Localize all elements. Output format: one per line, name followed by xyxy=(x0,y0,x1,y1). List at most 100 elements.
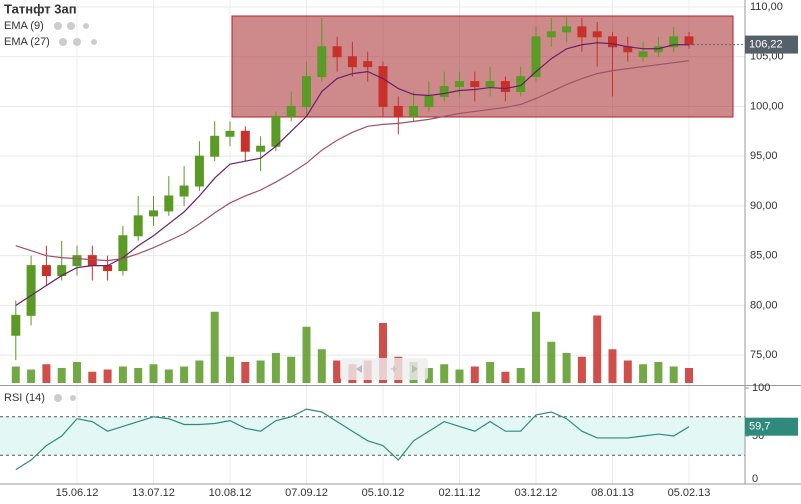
candle-body xyxy=(317,46,327,78)
volume-bar xyxy=(164,369,173,383)
volume-bar xyxy=(547,341,556,383)
highlight-box[interactable] xyxy=(231,15,734,118)
eye-icon[interactable] xyxy=(54,22,62,30)
x-tick-label: 03.12.12 xyxy=(515,487,558,499)
volume-bar xyxy=(180,366,189,383)
candle-body xyxy=(608,36,617,48)
pan-left[interactable] xyxy=(356,365,362,373)
volume-bar xyxy=(623,360,632,383)
volume-bar xyxy=(608,349,617,383)
chart-title: Татнфт 3ап xyxy=(4,1,77,16)
volume-bar xyxy=(42,364,51,383)
volume-bar xyxy=(516,368,525,383)
y-tick-label: 0 xyxy=(752,473,758,485)
y-tick-label: 100,00 xyxy=(750,100,784,112)
candle-body xyxy=(256,145,266,152)
labels-layer: 75,00 80,00 85,00 90,00 95,00 100,00 105,00 110… xyxy=(56,1,798,499)
legend-entry: EMA (27) xyxy=(4,36,50,48)
volume-bar xyxy=(134,368,143,383)
y-tick-label: 90,00 xyxy=(750,200,778,212)
x-tick-label: 13.07.12 xyxy=(132,487,175,499)
volume-bar xyxy=(302,326,311,383)
volume-bar xyxy=(88,371,97,383)
candle-body xyxy=(531,36,541,78)
volume-bar xyxy=(424,368,433,383)
close-icon[interactable] xyxy=(70,395,76,401)
candle-body xyxy=(592,31,602,38)
volume-bar xyxy=(577,356,586,383)
volume-bar xyxy=(669,366,678,383)
candle-body xyxy=(638,51,648,58)
volume-bar xyxy=(149,364,158,383)
volume-bar xyxy=(532,311,540,383)
volume-bar xyxy=(11,366,20,383)
volume-bar xyxy=(685,368,693,383)
volume-bar xyxy=(287,356,296,383)
close-icon[interactable] xyxy=(91,39,97,45)
volume-bar xyxy=(470,366,479,383)
x-tick-label: 10.08.12 xyxy=(209,487,252,499)
volume-bar xyxy=(639,364,648,383)
candle-body xyxy=(470,81,480,88)
candle-body xyxy=(347,56,357,68)
x-tick-label: 05.02.13 xyxy=(668,487,711,499)
gear-icon[interactable] xyxy=(73,38,81,46)
candle-body xyxy=(103,265,113,272)
candle-body xyxy=(41,265,51,277)
candle-body xyxy=(669,36,679,48)
candle-body xyxy=(164,195,174,212)
legend-entry: EMA (9) xyxy=(4,20,44,32)
volume-bar xyxy=(333,360,342,383)
lines-layer xyxy=(15,42,745,471)
volume-bar xyxy=(256,360,265,383)
volume-bar xyxy=(654,362,663,383)
volume-bar xyxy=(210,311,219,383)
candle-body xyxy=(409,105,419,117)
candle-body xyxy=(210,135,220,157)
candle-body xyxy=(286,105,296,117)
x-tick-label: 15.06.12 xyxy=(56,487,99,499)
volume-bar xyxy=(57,368,66,383)
candle-body xyxy=(26,265,36,316)
volume-bar xyxy=(317,349,326,383)
last-price-label: 106,22 xyxy=(749,38,783,50)
candle-body xyxy=(87,255,97,267)
candle-body xyxy=(179,185,189,197)
candle-body xyxy=(240,130,250,152)
y-tick-label: 80,00 xyxy=(750,299,778,311)
candle-body xyxy=(363,61,373,68)
candle-body xyxy=(546,31,556,38)
ema-line xyxy=(15,60,690,262)
y-tick-label: 95,00 xyxy=(750,150,778,162)
volume-bar xyxy=(241,362,250,383)
x-tick-label: 02.11.12 xyxy=(438,487,480,499)
eye-icon[interactable] xyxy=(54,394,62,402)
rsi-line xyxy=(15,408,690,471)
candle-body xyxy=(133,215,143,237)
rsi-layer xyxy=(0,416,745,456)
legend-icons[interactable] xyxy=(54,22,97,402)
candle-body xyxy=(11,314,21,336)
volume-bar xyxy=(455,369,464,383)
candle-body xyxy=(485,81,495,88)
candle-body xyxy=(562,26,572,33)
volume-bar xyxy=(226,356,234,383)
last-value-box xyxy=(745,417,798,436)
candle-body xyxy=(332,46,342,58)
gear-icon[interactable] xyxy=(67,22,75,30)
last-price-box xyxy=(745,35,798,54)
pan-controls[interactable] xyxy=(340,358,428,380)
pan-right[interactable] xyxy=(412,365,418,373)
pan-panel[interactable] xyxy=(340,358,428,380)
eye-icon[interactable] xyxy=(59,38,67,46)
y-tick-label: 110,00 xyxy=(750,1,783,13)
candle-body xyxy=(424,95,434,107)
zoom-in[interactable] xyxy=(391,366,397,372)
volume-bar xyxy=(562,353,571,383)
volume-bar xyxy=(27,369,36,383)
close-icon[interactable] xyxy=(83,23,89,29)
candle-body xyxy=(577,26,587,38)
candle-body xyxy=(72,255,82,267)
rsi-title: RSI (14) xyxy=(4,392,45,404)
